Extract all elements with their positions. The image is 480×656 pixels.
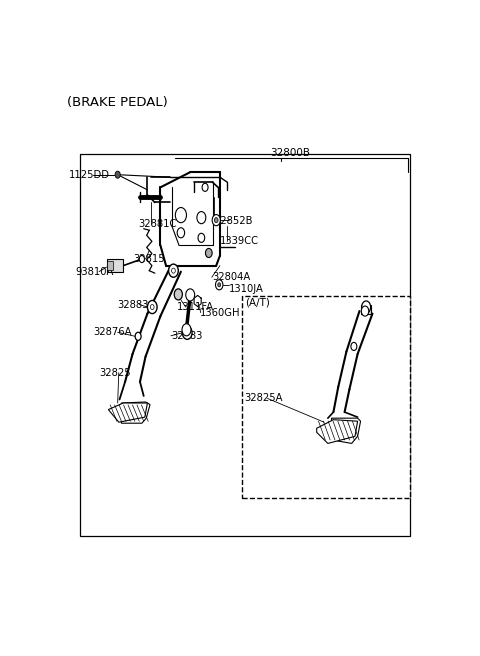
Text: 32804A: 32804A — [213, 272, 251, 282]
Circle shape — [147, 300, 157, 314]
Circle shape — [202, 183, 208, 192]
Text: 1311FA: 1311FA — [177, 302, 214, 312]
Circle shape — [216, 279, 223, 290]
Text: (BRAKE PEDAL): (BRAKE PEDAL) — [67, 96, 168, 110]
Polygon shape — [332, 418, 360, 443]
Circle shape — [139, 255, 144, 262]
Circle shape — [198, 234, 204, 242]
Text: 1310JA: 1310JA — [229, 284, 264, 295]
Polygon shape — [121, 402, 150, 423]
Circle shape — [150, 304, 154, 310]
Bar — [361, 304, 371, 314]
Circle shape — [361, 306, 369, 316]
Circle shape — [175, 207, 186, 222]
Text: 1339CC: 1339CC — [220, 236, 259, 247]
Text: 32881C: 32881C — [138, 219, 177, 229]
Text: 32883: 32883 — [118, 300, 149, 310]
Bar — [81, 154, 410, 536]
Text: 32800B: 32800B — [270, 148, 310, 159]
Circle shape — [212, 215, 220, 226]
Circle shape — [215, 218, 218, 222]
Polygon shape — [108, 403, 147, 422]
Text: (A/T): (A/T) — [245, 297, 270, 308]
Circle shape — [177, 228, 185, 238]
Circle shape — [186, 289, 195, 301]
Circle shape — [218, 283, 221, 287]
Circle shape — [115, 171, 120, 178]
Polygon shape — [317, 420, 358, 443]
Circle shape — [362, 301, 371, 313]
Circle shape — [185, 330, 189, 335]
Text: 32876A: 32876A — [94, 327, 132, 337]
Text: 93810A: 93810A — [75, 267, 113, 277]
Text: 32852B: 32852B — [215, 216, 253, 226]
Circle shape — [174, 289, 182, 300]
Circle shape — [182, 326, 192, 339]
Text: 1125DD: 1125DD — [69, 170, 110, 180]
Circle shape — [351, 342, 357, 350]
Bar — [107, 259, 123, 272]
Bar — [242, 296, 409, 498]
Circle shape — [205, 249, 212, 258]
Circle shape — [182, 323, 191, 336]
Text: 32883: 32883 — [172, 331, 203, 341]
Text: 1360GH: 1360GH — [200, 308, 240, 318]
Text: 32825A: 32825A — [244, 394, 283, 403]
Circle shape — [197, 212, 206, 224]
Text: 32815: 32815 — [133, 254, 165, 264]
Circle shape — [135, 333, 141, 340]
Text: 32825: 32825 — [99, 368, 131, 378]
Circle shape — [171, 268, 175, 273]
Circle shape — [168, 264, 178, 277]
Bar — [107, 260, 113, 270]
